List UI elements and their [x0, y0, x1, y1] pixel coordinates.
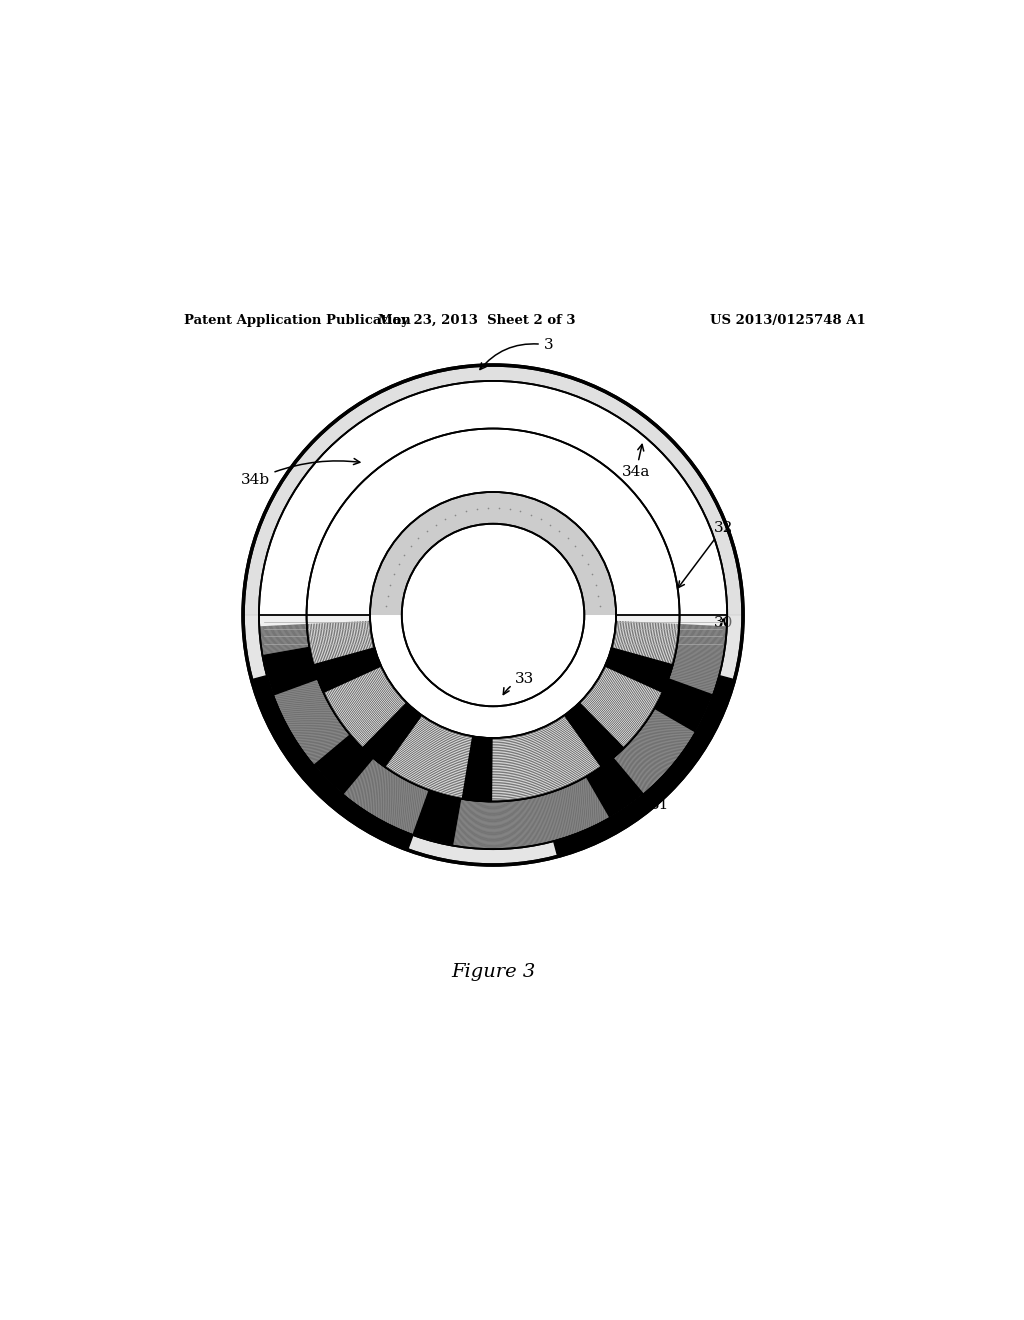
Text: 3: 3 — [480, 338, 553, 370]
Polygon shape — [654, 678, 713, 733]
Circle shape — [433, 556, 553, 675]
Text: 31: 31 — [635, 797, 670, 813]
Polygon shape — [587, 758, 643, 818]
Polygon shape — [362, 702, 422, 767]
Polygon shape — [564, 702, 624, 767]
Polygon shape — [313, 735, 373, 795]
Polygon shape — [554, 676, 734, 857]
Wedge shape — [243, 366, 743, 615]
Polygon shape — [413, 791, 461, 846]
Text: 32: 32 — [678, 520, 733, 587]
Text: Patent Application Publication: Patent Application Publication — [183, 314, 411, 327]
Polygon shape — [252, 676, 413, 850]
Text: 33: 33 — [503, 672, 535, 694]
Polygon shape — [605, 648, 673, 693]
Text: 34a: 34a — [622, 445, 650, 479]
Wedge shape — [370, 492, 616, 615]
Text: 30: 30 — [714, 616, 733, 630]
Polygon shape — [259, 615, 727, 849]
Circle shape — [433, 556, 553, 675]
Text: 34b: 34b — [241, 458, 359, 487]
Text: US 2013/0125748 A1: US 2013/0125748 A1 — [711, 314, 866, 327]
Polygon shape — [306, 615, 680, 801]
Circle shape — [243, 366, 743, 865]
Text: May 23, 2013  Sheet 2 of 3: May 23, 2013 Sheet 2 of 3 — [379, 314, 575, 327]
Wedge shape — [306, 429, 680, 615]
Polygon shape — [313, 648, 381, 693]
Polygon shape — [262, 647, 317, 696]
Text: Figure 3: Figure 3 — [451, 964, 536, 981]
Polygon shape — [243, 615, 743, 865]
Polygon shape — [462, 737, 492, 801]
